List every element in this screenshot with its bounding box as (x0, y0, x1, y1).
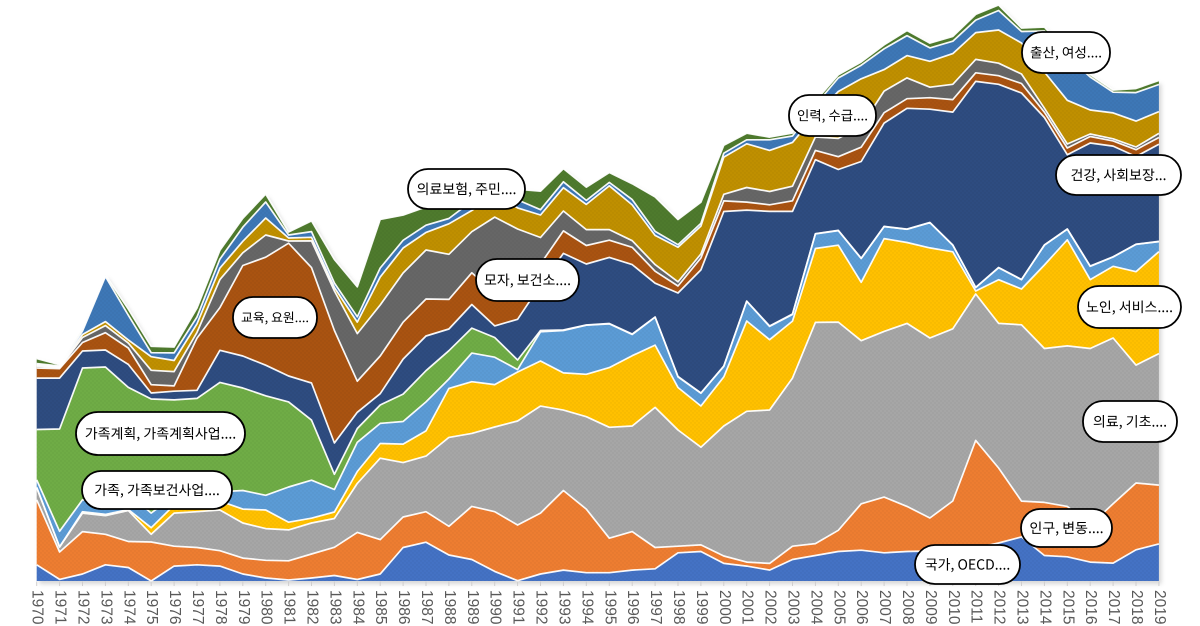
svg-text:1978: 1978 (212, 590, 229, 624)
svg-text:1991: 1991 (510, 590, 527, 624)
svg-text:2018: 2018 (1128, 590, 1145, 624)
svg-text:2014: 2014 (1036, 590, 1053, 625)
svg-text:1988: 1988 (441, 590, 458, 624)
svg-text:2019: 2019 (1151, 590, 1168, 624)
svg-text:1989: 1989 (464, 590, 481, 624)
svg-text:2007: 2007 (876, 590, 893, 624)
svg-text:2013: 2013 (1014, 590, 1031, 624)
svg-text:2009: 2009 (922, 590, 939, 624)
svg-text:2016: 2016 (1082, 590, 1099, 624)
svg-text:1992: 1992 (533, 590, 550, 624)
svg-text:1998: 1998 (670, 590, 687, 624)
svg-text:1984: 1984 (349, 590, 366, 625)
svg-text:2010: 2010 (945, 590, 962, 625)
svg-text:2002: 2002 (762, 590, 779, 624)
svg-text:2017: 2017 (1105, 590, 1122, 624)
svg-text:1971: 1971 (52, 590, 69, 624)
svg-text:2004: 2004 (807, 590, 824, 625)
svg-text:1977: 1977 (189, 590, 206, 624)
svg-text:1987: 1987 (418, 590, 435, 624)
svg-text:1980: 1980 (258, 590, 275, 625)
svg-text:1976: 1976 (166, 590, 183, 624)
svg-text:1997: 1997 (647, 590, 664, 624)
svg-text:2005: 2005 (830, 590, 847, 624)
svg-text:1993: 1993 (555, 590, 572, 624)
svg-text:2008: 2008 (899, 590, 916, 624)
svg-text:2012: 2012 (991, 590, 1008, 624)
svg-text:2015: 2015 (1059, 590, 1076, 624)
svg-text:1985: 1985 (372, 590, 389, 624)
svg-text:1974: 1974 (120, 590, 137, 625)
svg-text:1982: 1982 (304, 590, 321, 624)
svg-text:1986: 1986 (395, 590, 412, 624)
svg-text:2011: 2011 (968, 590, 985, 623)
svg-text:1994: 1994 (578, 590, 595, 625)
svg-text:1995: 1995 (601, 590, 618, 624)
svg-text:1981: 1981 (281, 590, 298, 624)
svg-text:1996: 1996 (624, 590, 641, 624)
svg-text:1999: 1999 (693, 590, 710, 624)
svg-text:1973: 1973 (97, 590, 114, 624)
svg-text:2001: 2001 (739, 590, 756, 624)
svg-text:1990: 1990 (487, 590, 504, 625)
svg-text:2000: 2000 (716, 590, 733, 625)
svg-text:1979: 1979 (235, 590, 252, 624)
svg-text:2006: 2006 (853, 590, 870, 624)
svg-text:1970: 1970 (29, 590, 46, 625)
svg-text:1975: 1975 (143, 590, 160, 624)
svg-text:1972: 1972 (75, 590, 92, 624)
svg-text:2003: 2003 (785, 590, 802, 624)
svg-text:1983: 1983 (326, 590, 343, 624)
